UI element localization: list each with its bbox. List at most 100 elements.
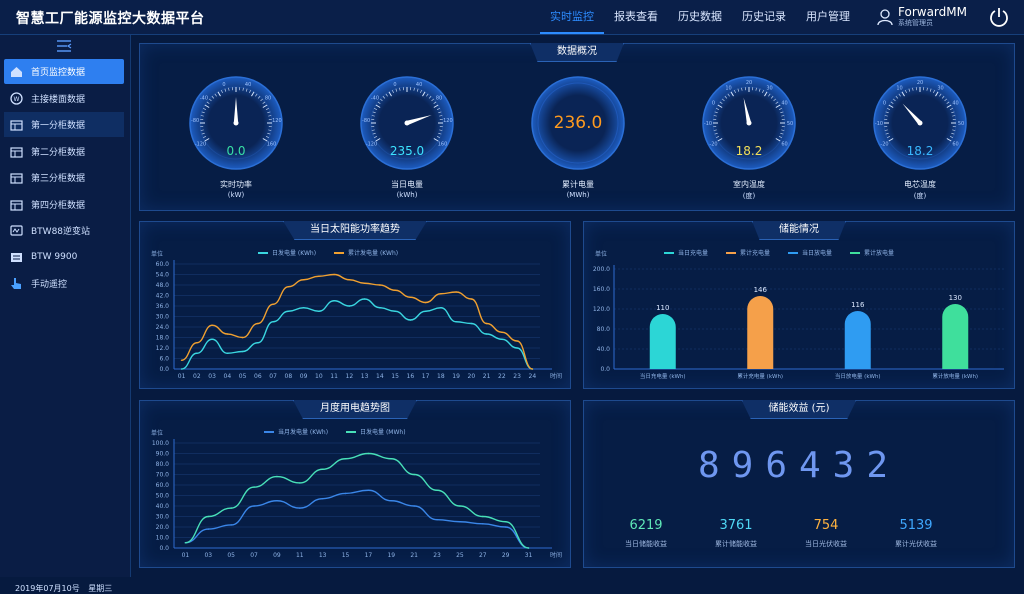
nav-realtime-monitor[interactable]: 实时监控	[540, 0, 604, 34]
gauge-unit: (kWh)	[357, 191, 457, 199]
x-tick-label: 29	[502, 552, 510, 559]
data-point	[440, 307, 442, 309]
data-point	[303, 279, 305, 281]
y-tick-label: 36.0	[156, 303, 170, 310]
gauge-unit: (度)	[870, 191, 970, 201]
x-tick-label: 09	[300, 373, 308, 380]
x-tick-label: 22	[498, 373, 506, 380]
data-point	[276, 476, 278, 478]
y-tick-label: 24.0	[156, 324, 170, 331]
sidebar-item-4[interactable]: 第三分柜数据	[4, 165, 124, 190]
y-tick-label: 54.0	[156, 272, 170, 279]
sidebar-item-3[interactable]: 第二分柜数据	[4, 139, 124, 164]
overview-title: 数据概况	[530, 43, 624, 62]
gauge-tick-label: 10	[896, 85, 902, 91]
data-point	[299, 482, 301, 484]
nav-user-management[interactable]: 用户管理	[796, 0, 860, 34]
series-line-1	[182, 275, 533, 370]
data-point	[345, 493, 347, 495]
gauge-label: 当日电量	[357, 179, 457, 190]
x-tick-label: 23	[433, 552, 441, 559]
sidebar-item-8[interactable]: 手动遥控	[4, 271, 124, 296]
data-point	[379, 284, 381, 286]
gauge-tick-label: 20	[917, 80, 923, 86]
gauge-tick-label: 10	[725, 85, 731, 91]
data-point	[196, 342, 198, 344]
gauge-unit: (度)	[699, 191, 799, 201]
x-tick-label: 07	[269, 373, 277, 380]
y-tick-label: 50.0	[156, 493, 170, 500]
x-tick-label: 11	[296, 552, 304, 559]
nav-reports[interactable]: 报表查看	[604, 0, 668, 34]
data-point	[230, 507, 232, 509]
data-point	[272, 321, 274, 323]
data-point	[257, 342, 259, 344]
sidebar-item-5[interactable]: 第四分柜数据	[4, 192, 124, 217]
gauge-value: 18.2	[860, 144, 980, 158]
series-line-0	[185, 490, 528, 548]
gauge-tick-label: 30	[766, 85, 772, 91]
x-tick-label: 11	[330, 373, 338, 380]
user-role: 系统管理员	[898, 19, 967, 28]
data-point	[459, 521, 461, 523]
data-point	[288, 286, 290, 288]
y-tick-label: 30.0	[156, 514, 170, 521]
main-nav: 实时监控 报表查看 历史数据 历史记录 用户管理	[540, 0, 860, 34]
y-tick-label: 70.0	[156, 472, 170, 479]
sidebar-item-7[interactable]: BTW 9900	[4, 245, 124, 270]
sidebar-item-label: 手动遥控	[31, 277, 67, 290]
svg-text:W: W	[14, 96, 20, 103]
data-point	[391, 500, 393, 502]
data-point	[196, 352, 198, 354]
x-tick-label: 05	[227, 552, 235, 559]
cabinet-icon	[10, 145, 23, 158]
nav-history-data[interactable]: 历史数据	[668, 0, 732, 34]
x-tick-label: 当日放电量 (kWh)	[835, 372, 881, 380]
nav-history-records[interactable]: 历史记录	[732, 0, 796, 34]
gauge-tick-label: -80	[362, 118, 370, 124]
y-tick-label: 40.0	[156, 503, 170, 510]
power-icon[interactable]	[988, 6, 1010, 28]
x-tick-label: 14	[376, 373, 384, 380]
x-tick-label: 18	[437, 373, 445, 380]
data-point	[211, 338, 213, 340]
x-tick-label: 02	[193, 373, 201, 380]
user-name: ForwardMM	[898, 6, 967, 19]
sidebar-item-6[interactable]: BTW88逆变站	[4, 218, 124, 243]
gauge-tick-label: 0	[883, 101, 886, 107]
y-tick-label: 10.0	[156, 535, 170, 542]
data-point	[368, 489, 370, 491]
x-tick-label: 17	[365, 552, 373, 559]
x-tick-label: 15	[391, 373, 399, 380]
x-tick-label: 01	[182, 552, 190, 559]
data-point	[208, 516, 210, 518]
x-tick-label: 13	[361, 373, 369, 380]
data-point	[349, 305, 351, 307]
data-point	[208, 528, 210, 530]
data-point	[345, 458, 347, 460]
user-profile[interactable]: ForwardMM 系统管理员	[876, 4, 967, 30]
revenue-title: 储能效益 (元)	[742, 400, 857, 419]
gauge-tick-label: 0	[222, 82, 225, 88]
weekday-text: 星期三	[88, 584, 112, 593]
sidebar-item-0[interactable]: 首页监控数据	[4, 59, 124, 84]
gauge-2: 236.0	[518, 63, 638, 183]
menu-collapse-icon[interactable]	[56, 39, 72, 53]
x-axis-end-label: 时间	[550, 551, 562, 559]
y-tick-label: 200.0	[593, 266, 610, 273]
sidebar-item-2[interactable]: 第一分柜数据	[4, 112, 124, 137]
x-tick-label: 16	[407, 373, 415, 380]
gauge-tick-label: 120	[272, 118, 282, 124]
user-icon	[876, 8, 894, 26]
top-bar: 智慧工厂能源监控大数据平台 实时监控 报表查看 历史数据 历史记录 用户管理 F…	[0, 0, 1024, 35]
gauge-tick-label: 50	[787, 121, 793, 127]
gauge-tick-label: -80	[191, 118, 199, 124]
data-point	[276, 500, 278, 502]
data-point	[333, 274, 335, 276]
